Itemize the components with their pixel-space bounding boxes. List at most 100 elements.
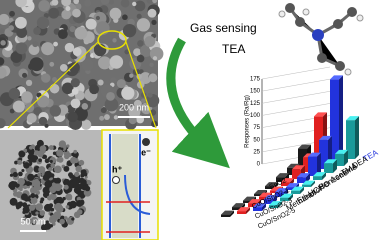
grain	[38, 0, 50, 12]
pore	[21, 193, 28, 200]
pore	[19, 187, 23, 191]
grain	[98, 80, 104, 86]
pore	[18, 172, 23, 177]
pore	[54, 165, 62, 173]
pore	[67, 153, 71, 157]
pore	[50, 163, 55, 168]
electron-label: e⁻	[141, 147, 151, 157]
grain	[32, 41, 38, 47]
bar	[237, 211, 246, 214]
pore	[78, 160, 84, 166]
y-tick-label: 175	[250, 77, 261, 83]
grid-line	[262, 67, 330, 79]
graphical-abstract: 200 nm 50 nm e⁻ h⁺ Gas sensing TEA 02550…	[0, 0, 384, 240]
pore	[8, 183, 14, 189]
grain	[106, 92, 115, 101]
pore	[66, 205, 70, 209]
pore	[23, 149, 27, 153]
pore	[17, 184, 20, 187]
grain	[104, 114, 110, 120]
pore	[50, 160, 53, 163]
scale-label: 200 nm	[119, 102, 149, 112]
grain	[50, 105, 61, 116]
pore	[71, 217, 74, 220]
pore	[56, 150, 63, 157]
pore	[34, 150, 39, 155]
grain	[61, 10, 71, 20]
pore	[54, 204, 60, 210]
grain	[112, 38, 116, 42]
pore	[50, 224, 53, 227]
pore	[76, 200, 83, 207]
pore	[17, 160, 22, 165]
grain	[99, 116, 104, 121]
grain	[73, 47, 82, 56]
pore	[81, 169, 87, 175]
pore	[47, 195, 52, 200]
grain	[65, 6, 70, 11]
bar	[313, 176, 322, 180]
grain	[26, 80, 32, 86]
grid-line	[262, 79, 330, 91]
pore	[66, 144, 69, 147]
grain	[13, 100, 25, 112]
pore	[40, 145, 47, 152]
grain	[58, 29, 68, 39]
pore	[64, 185, 69, 190]
grid-line	[262, 91, 330, 103]
pore	[53, 151, 57, 155]
grain	[69, 26, 75, 32]
pore	[85, 186, 90, 191]
pore	[38, 158, 42, 162]
grain	[9, 88, 20, 99]
heading: Gas sensing	[190, 21, 257, 35]
pore	[27, 174, 34, 181]
pore	[10, 198, 18, 206]
pore	[49, 145, 54, 150]
y-tick-label: 50	[253, 137, 260, 143]
grain	[121, 87, 134, 100]
grain	[72, 88, 79, 95]
grain	[137, 14, 142, 19]
y-axis-label: Responses (Ra/Rg)	[245, 95, 251, 148]
grain	[21, 91, 33, 103]
pore	[59, 140, 66, 147]
grain	[114, 115, 118, 119]
pore	[37, 173, 41, 177]
grain	[65, 43, 74, 52]
grain	[148, 93, 153, 98]
grain	[27, 36, 31, 40]
grain	[137, 55, 145, 63]
pore	[13, 191, 18, 196]
pore	[39, 210, 45, 216]
grain	[9, 11, 15, 17]
pore	[35, 203, 43, 211]
pore	[68, 172, 73, 177]
pore	[65, 193, 72, 200]
hole	[113, 177, 120, 184]
molecule	[279, 3, 363, 75]
pore	[33, 180, 41, 188]
pore	[16, 206, 20, 210]
grain	[60, 64, 68, 72]
grain	[129, 74, 133, 78]
pore	[40, 197, 44, 201]
grain	[53, 42, 58, 47]
pore	[28, 154, 35, 161]
grain	[16, 42, 28, 54]
pore	[77, 209, 83, 215]
pore	[74, 172, 79, 177]
pore	[35, 211, 38, 214]
pore	[74, 158, 79, 163]
pore	[44, 180, 52, 188]
y-tick-label: 100	[250, 113, 261, 119]
grain	[72, 9, 81, 18]
pore	[29, 146, 33, 150]
grain	[37, 95, 49, 107]
pore	[63, 166, 69, 172]
grain	[30, 57, 44, 71]
pore	[49, 203, 53, 207]
pore	[26, 181, 31, 186]
pore	[53, 217, 57, 221]
process-arrow	[171, 40, 210, 150]
